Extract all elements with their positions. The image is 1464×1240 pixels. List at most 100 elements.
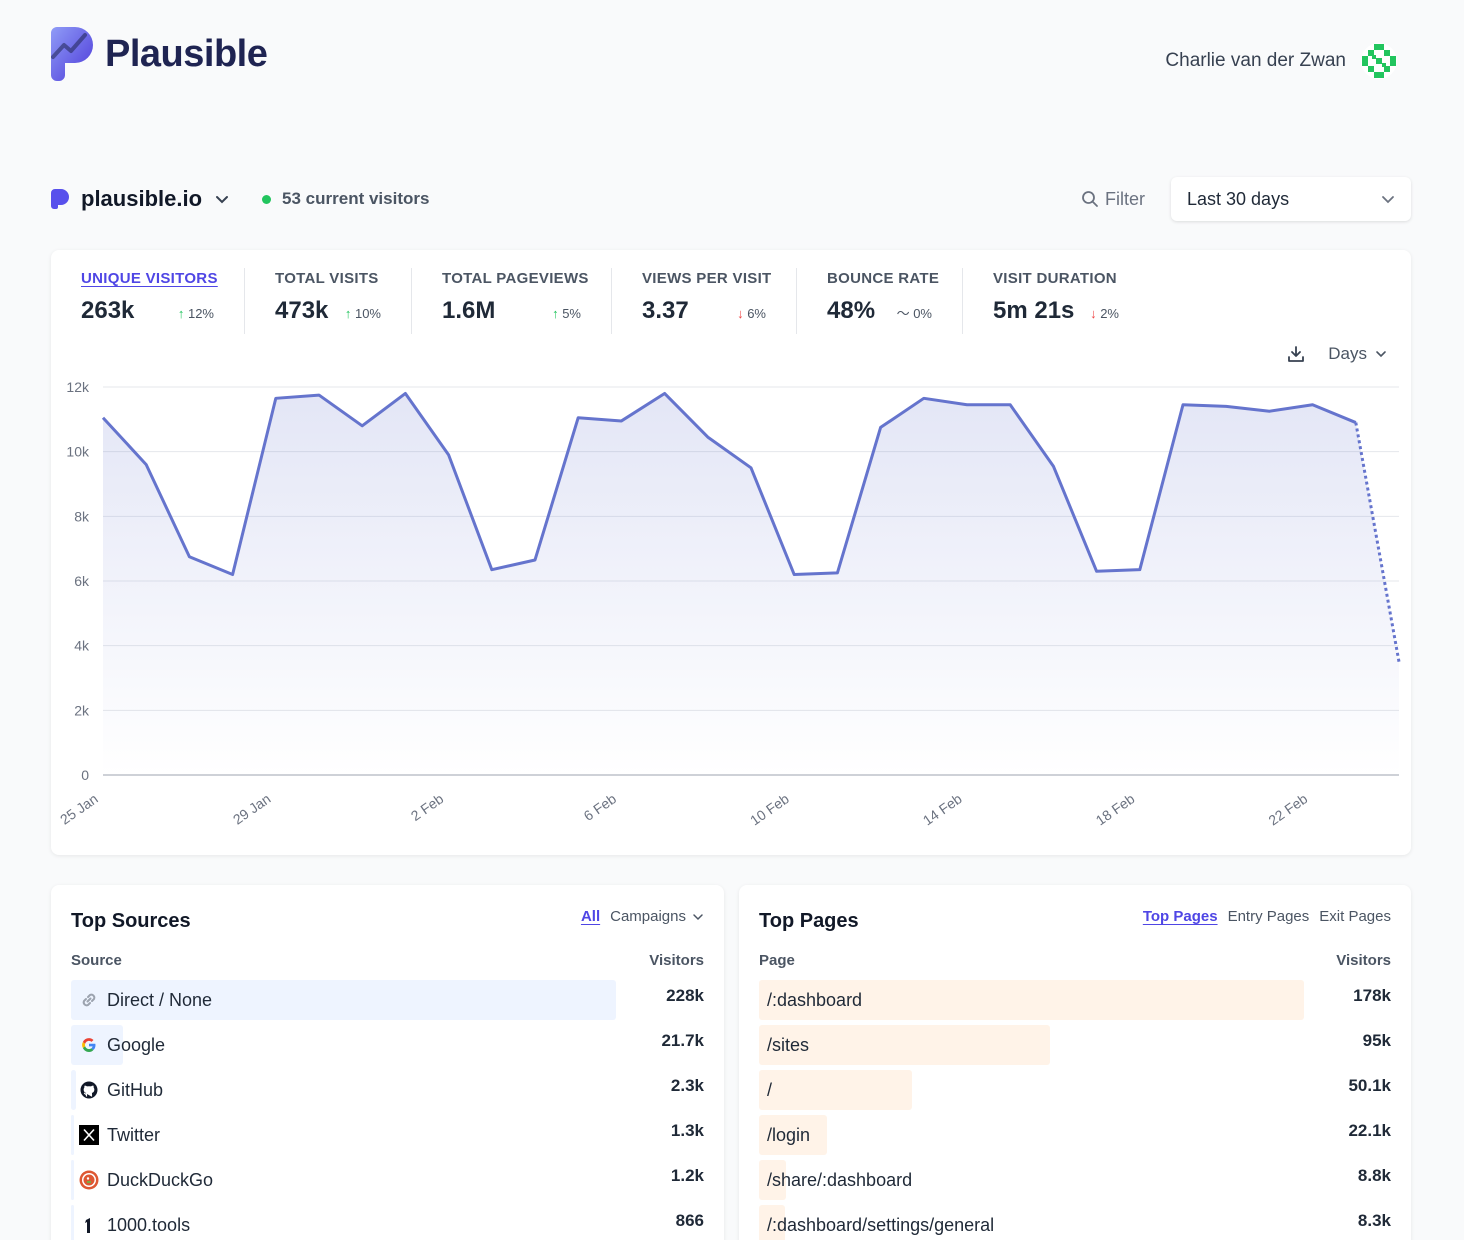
tab-entry-pages[interactable]: Entry Pages <box>1227 908 1310 925</box>
visitor-count: 8.8k <box>1357 1166 1391 1185</box>
download-icon[interactable] <box>1286 344 1306 364</box>
stat-bounce-rate[interactable]: BOUNCE RATE 48% 〜 0% <box>797 268 963 334</box>
plausible-logo[interactable]: Plausible <box>51 27 268 81</box>
data-point[interactable] <box>875 421 887 433</box>
column-header-visitors: Visitors <box>649 952 704 969</box>
x-tick-label: 22 Feb <box>1265 790 1310 828</box>
data-point[interactable] <box>1047 460 1059 472</box>
page-path: /:dashboard <box>767 989 863 1010</box>
visitors-line <box>101 391 1357 577</box>
data-point[interactable] <box>183 551 195 563</box>
stat-change: ↓ 6% <box>723 306 766 321</box>
data-point[interactable] <box>486 564 498 576</box>
list-item[interactable]: /login 22.1k <box>759 1115 1391 1155</box>
stat-unique-visitors[interactable]: UNIQUE VISITORS 263k ↑ 12% <box>51 268 245 334</box>
site-switcher[interactable]: plausible.io <box>81 186 203 211</box>
stat-visit-duration[interactable]: VISIT DURATION 5m 21s ↓ 2% <box>963 268 1149 334</box>
visitor-count: 2.3k <box>670 1076 704 1095</box>
data-point[interactable] <box>270 392 282 404</box>
stat-value: 473k <box>275 297 329 324</box>
visitor-count: 1.2k <box>670 1166 704 1185</box>
data-point[interactable] <box>615 415 627 427</box>
data-point[interactable] <box>1350 417 1362 429</box>
data-point[interactable] <box>961 399 973 411</box>
row-label-wrap: Google <box>79 1025 165 1065</box>
data-point[interactable] <box>1393 656 1405 668</box>
list-item[interactable]: DuckDuckGo 1.2k <box>71 1160 704 1200</box>
column-header-visitors: Visitors <box>1336 952 1391 969</box>
y-tick-label: 4k <box>74 638 90 654</box>
data-point[interactable] <box>702 431 714 443</box>
stat-change: ↑ 10% <box>331 306 381 321</box>
chevron-down-icon[interactable] <box>692 911 704 923</box>
list-item[interactable]: Direct / None 228k <box>71 980 704 1020</box>
data-point[interactable] <box>1177 399 1189 411</box>
row-label-wrap: DuckDuckGo <box>79 1160 213 1200</box>
visitors-chart[interactable]: 0 2k 4k 6k 8k 10k 12k 25 Jan 29 Jan 2 Feb 6 Feb 10… <box>51 250 1411 855</box>
arrow-up-icon: ↑ <box>344 306 352 321</box>
data-point[interactable] <box>443 449 455 461</box>
stat-total-visits[interactable]: TOTAL VISITS 473k ↑ 10% <box>245 268 412 334</box>
interval-picker[interactable]: Days <box>1328 344 1387 364</box>
x-tick-label: 10 Feb <box>747 790 792 828</box>
data-point[interactable] <box>1004 399 1016 411</box>
visitor-count: 21.7k <box>661 1031 704 1050</box>
data-point[interactable] <box>399 387 411 399</box>
data-point[interactable] <box>1263 405 1275 417</box>
visitor-count: 228k <box>666 986 704 1005</box>
top-stats: UNIQUE VISITORS 263k ↑ 12% TOTAL VISITS … <box>51 268 1149 334</box>
data-point[interactable] <box>1307 399 1319 411</box>
arrow-up-icon: ↑ <box>552 306 559 321</box>
current-visitors[interactable]: 53 current visitors <box>282 189 430 208</box>
x-tick-label: 14 Feb <box>920 790 965 828</box>
data-point[interactable] <box>1091 565 1103 577</box>
data-point[interactable] <box>1134 564 1146 576</box>
visitor-count: 50.1k <box>1348 1076 1391 1095</box>
period-picker[interactable]: Last 30 days <box>1171 177 1411 221</box>
tab-exit-pages[interactable]: Exit Pages <box>1319 908 1391 925</box>
data-point[interactable] <box>227 569 239 581</box>
list-item[interactable]: /share/:dashboard 8.8k <box>759 1160 1391 1200</box>
1000-tools-icon <box>79 1215 99 1235</box>
stat-views-per-visit[interactable]: VIEWS PER VISIT 3.37 ↓ 6% <box>612 268 797 334</box>
filter-button[interactable]: Filter <box>1081 189 1145 210</box>
list-item[interactable]: /sites 95k <box>759 1025 1391 1065</box>
list-item[interactable]: Google 21.7k <box>71 1025 704 1065</box>
data-point[interactable] <box>918 392 930 404</box>
data-point[interactable] <box>788 569 800 581</box>
data-point[interactable] <box>529 554 541 566</box>
tab-campaigns[interactable]: Campaigns <box>610 908 686 925</box>
data-point[interactable] <box>356 420 368 432</box>
site-favicon-icon <box>51 189 69 209</box>
chevron-down-icon[interactable] <box>214 191 230 207</box>
source-name: Google <box>107 1034 166 1055</box>
row-bar <box>71 1115 75 1155</box>
data-point[interactable] <box>97 412 109 424</box>
list-item[interactable]: / 50.1k <box>759 1070 1391 1110</box>
list-item[interactable]: 1000.tools 866 <box>71 1205 704 1240</box>
data-point[interactable] <box>659 387 671 399</box>
column-header-source: Source <box>71 952 122 969</box>
arrow-down-icon: ↓ <box>737 306 744 321</box>
list-item[interactable]: /:dashboard 178k <box>759 980 1391 1020</box>
source-name: DuckDuckGo <box>107 1169 214 1190</box>
user-menu[interactable]: Charlie van der Zwan <box>1165 42 1398 80</box>
column-header-page: Page <box>759 952 795 969</box>
tab-top-pages[interactable]: Top Pages <box>1142 908 1218 925</box>
list-item[interactable]: Twitter 1.3k <box>71 1115 704 1155</box>
tab-all[interactable]: All <box>580 908 601 925</box>
twitter-x-icon <box>79 1125 99 1145</box>
list-item[interactable]: GitHub 2.3k <box>71 1070 704 1110</box>
list-item[interactable]: /:dashboard/settings/general 8.3k <box>759 1205 1391 1240</box>
data-point[interactable] <box>313 389 325 401</box>
data-point[interactable] <box>140 459 152 471</box>
github-icon <box>79 1080 99 1100</box>
data-point[interactable] <box>1220 400 1232 412</box>
row-bar <box>71 1070 77 1110</box>
stat-total-pageviews[interactable]: TOTAL PAGEVIEWS 1.6M ↑ 5% <box>412 268 612 334</box>
data-point[interactable] <box>572 412 584 424</box>
data-point[interactable] <box>745 462 757 474</box>
data-point[interactable] <box>831 567 843 579</box>
top-sources-panel: Top Sources All Campaigns Source Visitor… <box>51 885 724 1240</box>
change-value: 10% <box>354 306 381 321</box>
